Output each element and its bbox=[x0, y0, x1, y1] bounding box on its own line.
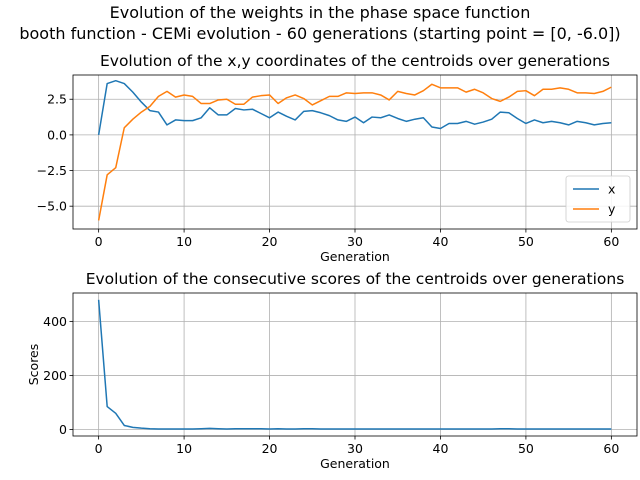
legend-box bbox=[565, 175, 631, 223]
legend-label-y: y bbox=[608, 202, 616, 217]
x-tick-label: 30 bbox=[347, 234, 363, 249]
x-tick-label: 60 bbox=[603, 234, 619, 249]
scores-axes: Evolution of the consecutive scores of t… bbox=[26, 270, 638, 471]
x-tick-label: 10 bbox=[176, 441, 192, 456]
series-line-x bbox=[97, 79, 612, 136]
y-axis-label: Scores bbox=[26, 344, 41, 386]
x-tick-label: 50 bbox=[518, 441, 534, 456]
y-tick-label: −5.0 bbox=[37, 199, 67, 214]
suptitle-line-1: Evolution of the weights in the phase sp… bbox=[110, 3, 531, 22]
legend-label-x: x bbox=[608, 182, 615, 197]
suptitle-line-2: booth function - CEMi evolution - 60 gen… bbox=[19, 24, 620, 43]
x-tick-label: 0 bbox=[95, 234, 103, 249]
x-tick-label: 40 bbox=[433, 234, 449, 249]
series-line-y bbox=[97, 83, 612, 221]
y-tick-label: 0 bbox=[59, 422, 67, 437]
x-tick-label: 20 bbox=[262, 234, 278, 249]
x-axis-label: Generation bbox=[320, 456, 390, 471]
y-tick-label: −2.5 bbox=[37, 163, 67, 178]
x-tick-label: 10 bbox=[176, 234, 192, 249]
x-axis-label: Generation bbox=[320, 249, 390, 264]
x-tick-label: 0 bbox=[95, 441, 103, 456]
y-tick-label: 200 bbox=[43, 368, 67, 383]
series-line-score0 bbox=[97, 299, 612, 430]
x-tick-label: 30 bbox=[347, 441, 363, 456]
y-tick-label: 2.5 bbox=[47, 92, 67, 107]
y-tick-label: 0.0 bbox=[47, 127, 67, 142]
y-tick-label: 400 bbox=[43, 314, 67, 329]
axes-title: Evolution of the consecutive scores of t… bbox=[86, 270, 625, 288]
x-tick-label: 60 bbox=[603, 441, 619, 456]
coordinates-axes: Evolution of the x,y coordinates of the … bbox=[37, 52, 638, 264]
x-tick-label: 40 bbox=[433, 441, 449, 456]
axes-title: Evolution of the x,y coordinates of the … bbox=[100, 52, 610, 70]
x-tick-label: 50 bbox=[518, 234, 534, 249]
x-tick-label: 20 bbox=[262, 441, 278, 456]
legend: xy bbox=[565, 175, 631, 223]
